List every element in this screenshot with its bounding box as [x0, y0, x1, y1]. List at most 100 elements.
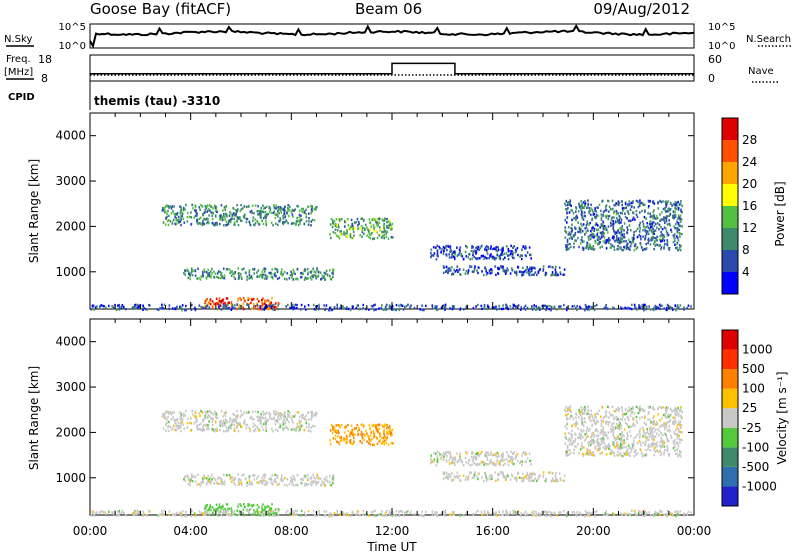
velocity-echo-point — [481, 476, 483, 479]
power-echo-point — [369, 237, 372, 240]
velocity-echo-point — [274, 422, 277, 426]
power-echo-point — [655, 305, 658, 309]
power-echo-point — [581, 215, 583, 218]
velocity-echo-point — [331, 474, 334, 477]
velocity-echo-point — [573, 423, 575, 426]
velocity-echo-point — [460, 460, 462, 463]
velocity-echo-point — [555, 480, 557, 483]
velocity-echo-point — [305, 414, 307, 417]
velocity-echo-point — [620, 446, 622, 450]
power-echo-point — [256, 219, 258, 223]
velocity-echo-point — [491, 477, 493, 480]
power-echo-point — [278, 212, 280, 215]
power-echo-point — [472, 250, 475, 253]
velocity-echo-point — [680, 416, 682, 419]
velocity-echo-point — [180, 416, 183, 420]
power-echo-point — [498, 256, 501, 260]
velocity-echo-point — [563, 474, 566, 477]
power-echo-point — [530, 266, 533, 269]
power-echo-point — [350, 218, 353, 222]
power-echo-point — [332, 221, 334, 225]
power-echo-point — [202, 274, 204, 277]
velocity-echo-point — [357, 426, 360, 430]
power-echo-point — [567, 243, 569, 246]
power-echo-point — [432, 254, 435, 257]
power-echo-point — [166, 205, 168, 208]
velocity-echo-point — [581, 446, 584, 449]
power-echo-point — [222, 305, 224, 309]
power-echo-point — [264, 215, 266, 219]
velocity-echo-point — [509, 459, 511, 463]
power-echo-point — [572, 212, 575, 215]
power-echo-point — [617, 203, 620, 207]
power-echo-point — [566, 221, 568, 224]
velocity-echo-point — [430, 461, 432, 465]
power-echo-point — [240, 204, 242, 207]
power-echo-point — [385, 308, 388, 311]
power-echo-point — [203, 218, 206, 221]
station-title: Goose Bay (fitACF) — [90, 0, 231, 18]
velocity-echo-point — [620, 433, 622, 436]
power-echo-point — [111, 305, 113, 308]
power-echo-point — [607, 237, 610, 240]
velocity-echo-point — [668, 428, 670, 432]
power-echo-point — [385, 304, 388, 308]
velocity-echo-point — [290, 428, 293, 431]
power-echo-point — [603, 232, 606, 235]
power-echo-point — [465, 270, 468, 273]
power-echo-point — [613, 245, 615, 249]
power-echo-point — [661, 235, 664, 238]
velocity-echo-point — [476, 454, 479, 457]
velocity-echo-point — [473, 475, 476, 479]
power-echo-point — [592, 235, 594, 239]
velocity-echo-point — [486, 477, 489, 481]
power-echo-point — [655, 243, 658, 246]
power-echo-point — [340, 218, 343, 221]
power-echo-point — [668, 219, 670, 222]
power-echo-point — [607, 240, 610, 243]
power-echo-point — [632, 201, 634, 204]
velocity-echo-point — [332, 476, 334, 480]
power-echo-point — [565, 230, 567, 233]
velocity-echo-point — [282, 421, 284, 424]
power-echo-point — [479, 246, 482, 250]
velocity-echo-point — [516, 453, 519, 456]
velocity-echo-point — [251, 410, 254, 413]
velocity-echo-point — [676, 437, 679, 440]
velocity-echo-point — [671, 410, 673, 413]
power-echo-point — [662, 237, 664, 240]
power-echo-point — [235, 210, 238, 214]
velocity-echo-point — [207, 426, 209, 430]
velocity-echo-point — [501, 457, 503, 460]
power-echo-point — [277, 207, 280, 211]
velocity-echo-point — [321, 480, 324, 483]
velocity-echo-point — [589, 415, 591, 418]
velocity-echo-point — [565, 414, 568, 417]
velocity-echo-point — [300, 481, 303, 485]
power-echo-point — [642, 249, 644, 252]
power-echo-point — [588, 210, 590, 213]
velocity-echo-point — [215, 411, 218, 415]
power-echo-point — [331, 308, 333, 312]
power-echo-point — [192, 269, 195, 272]
velocity-echo-point — [205, 424, 207, 427]
power-echo-point — [676, 304, 679, 307]
power-echo-point — [602, 214, 605, 217]
velocity-echo-point — [454, 476, 457, 479]
velocity-echo-point — [620, 442, 622, 446]
power-echo-point — [386, 226, 388, 229]
velocity-echo-point — [165, 422, 167, 426]
velocity-echo-point — [262, 428, 265, 431]
power-echo-point — [243, 299, 246, 303]
power-echo-point — [182, 217, 185, 220]
power-echo-point — [536, 307, 538, 310]
power-echo-point — [608, 214, 611, 218]
velocity-echo-point — [339, 436, 341, 439]
power-echo-point — [627, 242, 629, 245]
velocity-echo-point — [369, 443, 372, 446]
velocity-echo-point — [447, 477, 449, 480]
power-echo-point — [621, 212, 624, 215]
power-echo-point — [665, 230, 668, 233]
power-echo-point — [590, 207, 593, 210]
power-echo-point — [204, 210, 207, 214]
